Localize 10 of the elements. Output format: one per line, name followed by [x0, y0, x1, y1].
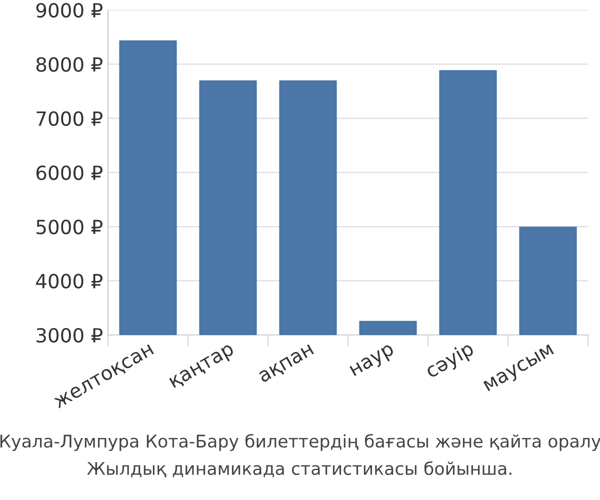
y-tick-label: 7000 ₽	[36, 111, 102, 126]
x-tick-label: сәуір	[424, 340, 476, 382]
y-tick-label: 8000 ₽	[36, 57, 102, 72]
y-tick-label: 4000 ₽	[36, 274, 102, 288]
y-tick-label: 6000 ₽	[36, 165, 102, 180]
y-tick-label: 5000 ₽	[36, 220, 102, 234]
text: Жылдық динамикада статистикасы бойынша.	[87, 461, 512, 478]
y-tick-label: 9000 ₽	[36, 2, 102, 18]
y-tick-label: 3000 ₽	[36, 328, 102, 343]
x-tick-label: наур	[349, 344, 396, 380]
